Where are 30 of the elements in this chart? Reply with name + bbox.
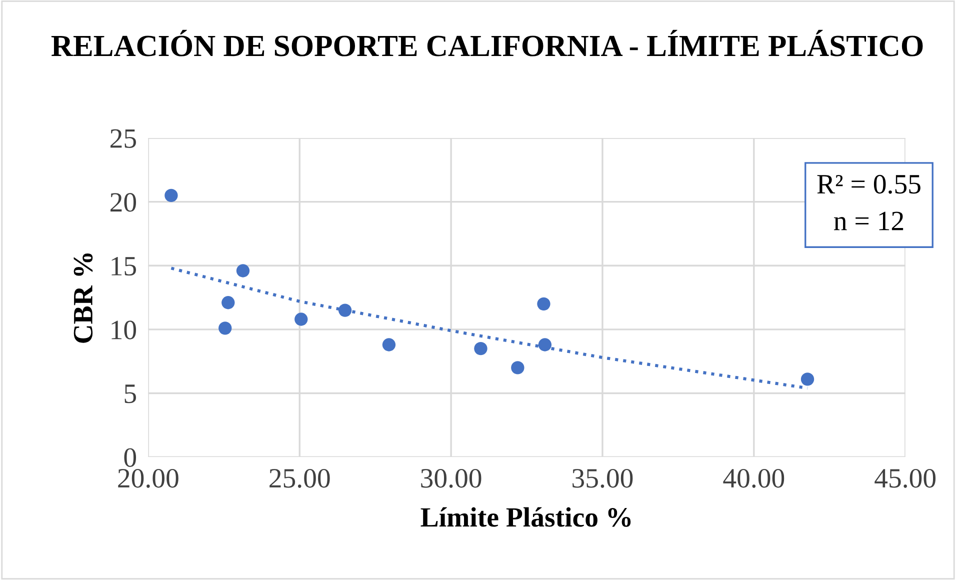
chart-title: RELACIÓN DE SOPORTE CALIFORNIA - LÍMITE PLÁSTICO (51, 30, 923, 56)
y-tick-label: 20 (110, 193, 136, 212)
point (236, 264, 250, 278)
point (474, 342, 488, 356)
x-tick-label: 30.00 (421, 468, 482, 488)
y-tick-label: 15 (112, 256, 136, 276)
line-series (170, 266, 810, 390)
x-axis-title: Límite Plástico % (420, 507, 631, 527)
point (338, 304, 352, 317)
y-axis-title: CBR % (74, 253, 93, 343)
x-tick-label: 25.00 (270, 468, 330, 488)
point (538, 338, 552, 352)
y-tick-label: 25 (110, 129, 136, 148)
x-tick-label: 40.00 (723, 468, 784, 488)
point (294, 312, 308, 326)
y-tick-label: 5 (124, 384, 136, 404)
point (164, 188, 178, 202)
x-tick-label: 20.00 (118, 468, 178, 488)
y-tick-label: 0 (124, 448, 136, 467)
x-tick-label: 45.00 (874, 468, 936, 488)
point (511, 361, 524, 374)
point (382, 338, 396, 352)
point (800, 372, 814, 386)
annotation: n = 12 (834, 212, 904, 230)
y-tick-label: 10 (112, 320, 136, 340)
x-tick-label: 35.00 (572, 468, 633, 488)
point (218, 322, 232, 335)
annotation: R² = 0.55 (817, 174, 920, 194)
point (222, 296, 235, 310)
point (537, 297, 550, 311)
